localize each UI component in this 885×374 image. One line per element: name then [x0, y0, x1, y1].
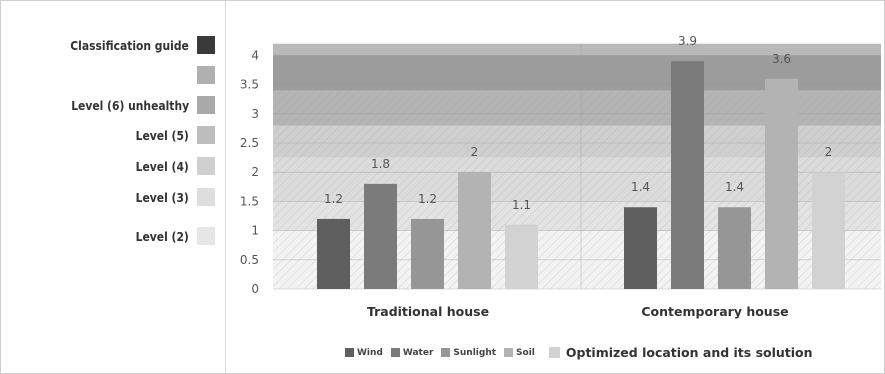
y-tick-label: 2: [251, 165, 259, 179]
data-label: 1.4: [631, 180, 650, 194]
bars: [317, 61, 845, 289]
legend-label: Wind: [357, 347, 383, 358]
legend-item: Wind: [345, 348, 383, 358]
bar-chart: 0 0.5 1 1.5 2 2.5 3 3.5 4 1.2 1.8 1.2 2 1.1 1.4 3.9 1.4…: [240, 34, 881, 319]
bar: [364, 183, 397, 289]
legend-swatch: [504, 348, 514, 357]
bar: [411, 218, 444, 289]
y-tick-label: 2.5: [240, 136, 259, 150]
guide-label: Level (5): [135, 127, 189, 143]
y-tick-label: 3.5: [240, 78, 259, 92]
legend: Wind Water Sunlight Soil Optimized location …: [345, 345, 821, 360]
y-axis-ticks: 0 0.5 1 1.5 2 2.5 3 3.5 4: [240, 48, 259, 296]
divider: [225, 1, 226, 373]
data-label: 1.8: [371, 157, 390, 171]
bar: [624, 207, 657, 289]
bar: [765, 78, 798, 289]
guide-swatch: [197, 227, 215, 245]
guide-swatch: [197, 96, 215, 114]
legend-label: Optimized location and its solution: [565, 345, 813, 360]
legend-item: Water: [390, 347, 434, 358]
guide-row: Classification guide: [51, 35, 215, 55]
y-tick-label: 0: [251, 282, 259, 296]
data-label: 3.9: [678, 34, 697, 48]
x-category-label: Contemporary house: [641, 304, 788, 319]
bar: [505, 224, 538, 289]
guide-row: Level (2): [127, 226, 215, 246]
guide-swatch: [197, 66, 215, 84]
guide-row: Level (3): [127, 187, 215, 207]
bar: [458, 172, 491, 289]
background-band: [273, 43, 881, 56]
classification-guide: Classification guide Level (6) unhealthy L…: [1, 1, 225, 373]
y-tick-label: 3: [251, 107, 259, 121]
guide-row: Level (6) unhealthy: [52, 95, 215, 115]
guide-row: Level (5): [127, 125, 215, 145]
guide-label: Classification guide: [70, 37, 189, 53]
legend-swatch: [390, 348, 400, 357]
guide-row: Level (4): [127, 156, 215, 176]
data-label: 2: [471, 145, 479, 159]
data-label: 1.2: [418, 192, 437, 206]
data-label: 1.2: [324, 192, 343, 206]
data-label: 1.1: [512, 198, 531, 212]
data-label: 1.4: [725, 180, 744, 194]
bar: [718, 207, 751, 289]
guide-swatch: [197, 188, 215, 206]
y-tick-label: 0.5: [240, 253, 259, 267]
guide-row: [189, 65, 215, 85]
x-axis-categories: Traditional house Contemporary house: [367, 304, 789, 319]
legend-label: Sunlight: [453, 347, 497, 358]
x-category-label: Traditional house: [367, 304, 489, 319]
legend-label: Soil: [516, 347, 535, 358]
guide-swatch: [197, 36, 215, 54]
legend-label: Water: [402, 347, 434, 358]
legend-swatch: [345, 348, 354, 357]
legend-item: Sunlight: [441, 348, 496, 358]
data-label: 2: [825, 145, 833, 159]
bar: [317, 218, 350, 289]
legend-item: Soil: [504, 348, 535, 358]
guide-label: Level (2): [135, 228, 189, 244]
y-tick-label: 4: [251, 48, 259, 62]
guide-swatch: [197, 157, 215, 175]
bar: [671, 61, 704, 289]
y-tick-label: 1: [251, 224, 259, 238]
guide-swatch: [197, 126, 215, 144]
legend-swatch: [548, 347, 560, 358]
legend-item: Optimized location and its solution: [543, 345, 813, 360]
data-label: 3.6: [772, 52, 791, 66]
guide-label: Level (3): [135, 189, 189, 205]
data-labels: 1.2 1.8 1.2 2 1.1 1.4 3.9 1.4 3.6 2: [324, 34, 832, 212]
bar: [812, 172, 845, 289]
y-tick-label: 1.5: [240, 194, 259, 208]
guide-label: Level (6) unhealthy: [71, 97, 189, 113]
guide-label: Level (4): [135, 158, 189, 174]
legend-swatch: [441, 348, 451, 357]
